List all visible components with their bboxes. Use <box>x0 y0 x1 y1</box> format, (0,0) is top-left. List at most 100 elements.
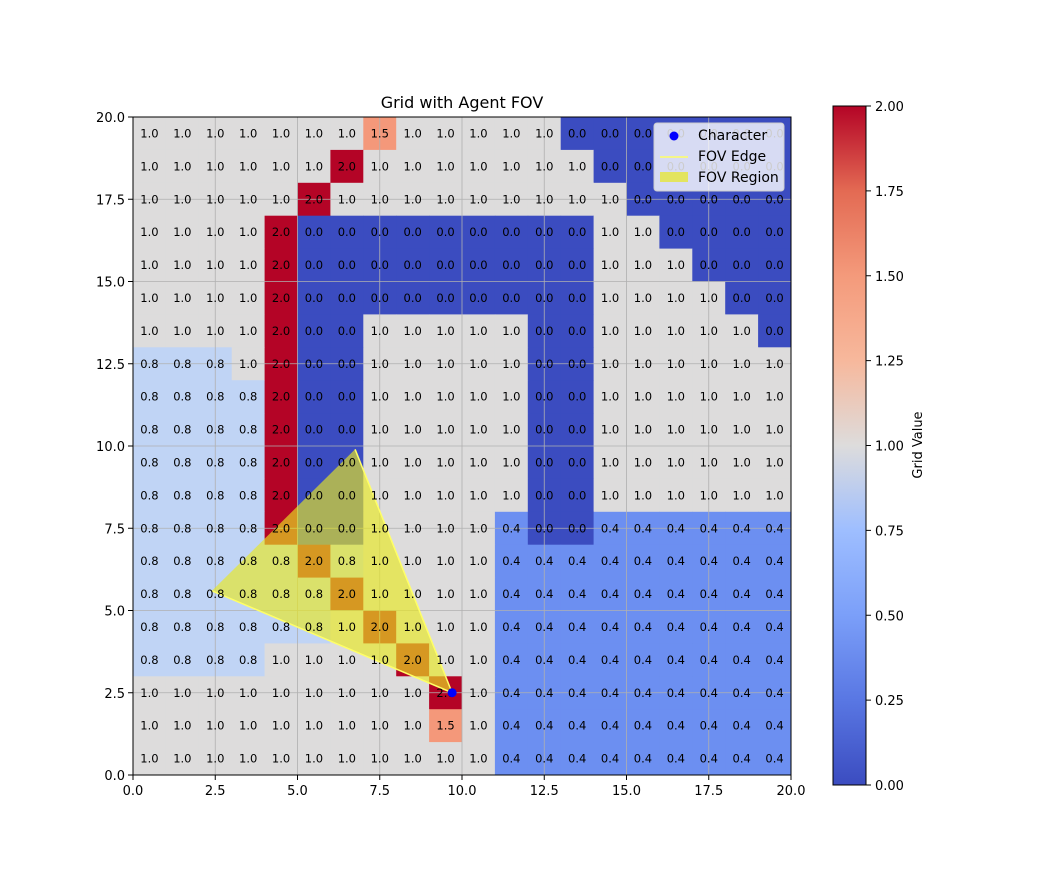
cell-value-label: 1.0 <box>404 159 422 173</box>
cell-value-label: 0.4 <box>502 686 520 700</box>
heatmap-cell <box>231 117 265 151</box>
cell-value-label: 2.0 <box>305 192 323 206</box>
heatmap-cell <box>396 380 430 414</box>
heatmap-cell <box>462 248 496 282</box>
cell-value-label: 1.0 <box>634 423 652 437</box>
cell-value-label: 0.0 <box>338 357 356 371</box>
cell-value-label: 1.0 <box>469 423 487 437</box>
y-tick-label: 15.0 <box>96 276 125 291</box>
cell-value-label: 0.4 <box>601 521 619 535</box>
cell-value-label: 2.0 <box>272 423 290 437</box>
heatmap-cell <box>462 577 496 611</box>
heatmap-cell <box>297 314 331 348</box>
cell-value-label: 0.8 <box>206 554 224 568</box>
cell-value-label: 0.0 <box>535 324 553 338</box>
heatmap-cell <box>725 248 759 282</box>
heatmap-cell <box>560 314 594 348</box>
cell-value-label: 1.0 <box>436 521 454 535</box>
cell-value-label: 1.0 <box>469 752 487 766</box>
cell-value-label: 1.0 <box>140 324 158 338</box>
heatmap-cell <box>725 215 759 249</box>
heatmap-cell <box>231 380 265 414</box>
heatmap-cell <box>165 314 200 348</box>
heatmap-cell <box>264 281 298 315</box>
heatmap-cell <box>133 413 167 447</box>
cell-value-label: 2.0 <box>272 225 290 239</box>
colorbar-tick-label: 1.00 <box>875 440 904 455</box>
cell-value-label: 1.0 <box>371 423 389 437</box>
cell-value-label: 1.0 <box>700 423 718 437</box>
cell-value-label: 0.0 <box>634 126 652 140</box>
heatmap-cell <box>429 742 463 776</box>
cell-value-label: 1.0 <box>239 686 257 700</box>
cell-value-label: 1.0 <box>436 752 454 766</box>
cell-value-label: 1.0 <box>239 357 257 371</box>
heatmap-cell <box>165 478 200 513</box>
cell-value-label: 1.0 <box>371 324 389 338</box>
heatmap-cell <box>462 544 496 578</box>
cell-value-label: 1.0 <box>601 225 619 239</box>
x-tick-label: 10.0 <box>448 784 477 799</box>
cell-value-label: 1.0 <box>272 159 290 173</box>
cell-value-label: 0.8 <box>305 587 323 601</box>
character-layer <box>447 688 457 698</box>
heatmap-cell <box>462 478 496 513</box>
cell-value-label: 0.4 <box>765 752 783 766</box>
cell-value-label: 1.0 <box>206 686 224 700</box>
cell-value-label: 0.8 <box>140 653 158 667</box>
y-tick-label: 7.5 <box>104 522 125 537</box>
heatmap-cell <box>593 117 627 151</box>
legend-fov-region-label: FOV Region <box>698 170 779 186</box>
cell-value-label: 1.0 <box>700 488 718 502</box>
cell-value-label: 1.0 <box>436 390 454 404</box>
cell-value-label: 0.4 <box>601 719 619 733</box>
cell-value-label: 1.0 <box>371 587 389 601</box>
cell-value-label: 2.0 <box>272 324 290 338</box>
cell-value-label: 1.0 <box>239 324 257 338</box>
cell-value-label: 1.0 <box>469 521 487 535</box>
cell-value-label: 0.0 <box>305 357 323 371</box>
cell-value-label: 0.0 <box>765 324 783 338</box>
colorbar-tick-label: 0.50 <box>875 609 904 624</box>
heatmap-cell <box>560 577 594 611</box>
cell-value-label: 1.0 <box>436 554 454 568</box>
cell-value-label: 1.0 <box>206 752 224 766</box>
heatmap-cell <box>165 577 200 611</box>
cell-value-label: 0.4 <box>733 554 751 568</box>
cell-value-label: 0.0 <box>700 258 718 272</box>
heatmap-cell <box>626 742 660 776</box>
cell-value-label: 1.0 <box>338 752 356 766</box>
heatmap-cell <box>560 709 594 743</box>
cell-value-label: 1.0 <box>206 291 224 305</box>
cell-value-label: 0.0 <box>568 390 586 404</box>
cell-value-label: 0.8 <box>173 455 191 469</box>
cell-value-label: 1.0 <box>535 192 553 206</box>
cell-value-label: 0.8 <box>140 620 158 634</box>
heatmap-cell <box>264 446 298 480</box>
cell-value-label: 1.0 <box>634 225 652 239</box>
heatmap-cell <box>462 281 496 315</box>
heatmap-cell <box>396 117 430 151</box>
cell-value-label: 2.0 <box>272 390 290 404</box>
cell-value-label: 0.4 <box>601 752 619 766</box>
heatmap-cell <box>560 149 594 184</box>
cell-value-label: 0.8 <box>140 488 158 502</box>
cell-value-label: 0.0 <box>469 258 487 272</box>
heatmap-cell <box>659 413 693 447</box>
cell-value-label: 0.8 <box>206 488 224 502</box>
legend: Character FOV Edge FOV Region <box>653 122 785 192</box>
heatmap-cell <box>593 577 627 611</box>
heatmap-cell <box>462 149 496 184</box>
y-tick-label: 20.0 <box>96 111 125 126</box>
cell-value-label: 0.0 <box>305 423 323 437</box>
heatmap-cell <box>725 544 759 578</box>
heatmap-cell <box>165 544 200 578</box>
cell-value-label: 1.0 <box>371 719 389 733</box>
cell-value-label: 1.0 <box>469 455 487 469</box>
cell-value-label: 1.0 <box>140 258 158 272</box>
heatmap-cell <box>165 742 200 776</box>
cell-value-label: 1.0 <box>436 192 454 206</box>
cell-value-label: 1.0 <box>568 192 586 206</box>
heatmap-cell <box>593 610 627 644</box>
